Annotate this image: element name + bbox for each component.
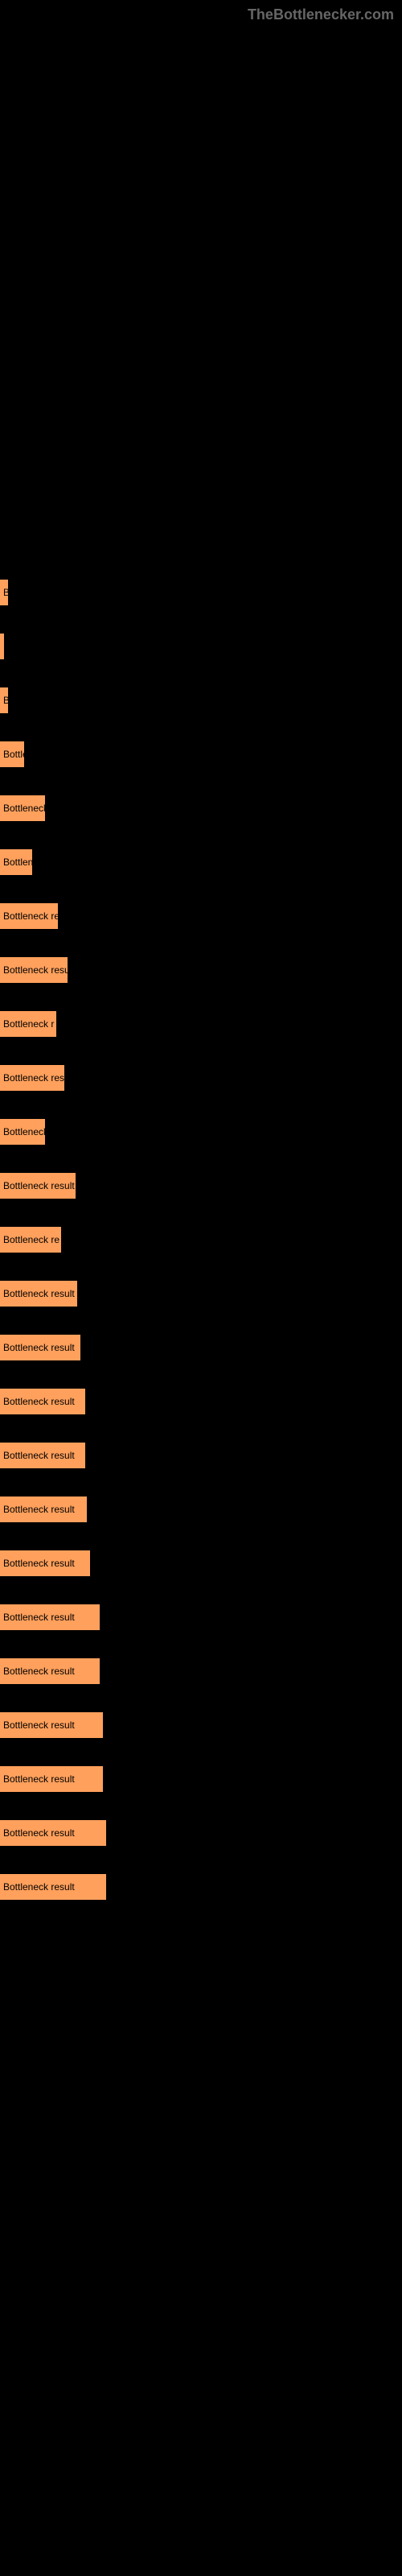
bar-label: Bottleneck resu	[3, 964, 68, 976]
bar-row: Bottleneck result	[0, 1874, 402, 1900]
bar-label: Bottle	[3, 749, 24, 760]
bar-row: B	[0, 687, 402, 713]
bar-label: Bottleneck result	[3, 1342, 75, 1353]
bar-row: Bottleneck result	[0, 1389, 402, 1414]
bar-label: Bottleneck	[3, 1126, 45, 1137]
bar-row: B	[0, 580, 402, 605]
bar: B	[0, 687, 8, 713]
bar: Bottleneck result	[0, 1389, 85, 1414]
bar-row	[0, 634, 402, 659]
bar-label: B	[3, 587, 8, 598]
bar-row: Bottleneck result	[0, 1604, 402, 1630]
bar: Bottleneck r	[0, 1011, 56, 1037]
bar-row: Bottleneck	[0, 1119, 402, 1145]
bar-label: Bottleneck result	[3, 1612, 75, 1623]
bar-row: Bottleneck result	[0, 1335, 402, 1360]
bar-label: Bottleneck r	[3, 1018, 54, 1030]
bar-row: Bottleneck result	[0, 1766, 402, 1792]
bar-row: Bottleneck resu	[0, 957, 402, 983]
bar-label: Bottleneck result	[3, 1881, 75, 1893]
bar: Bottleneck result	[0, 1281, 77, 1307]
bar-label: Bottleneck result	[3, 1450, 75, 1461]
bar: Bottleneck result	[0, 1604, 100, 1630]
bar-row: Bottleneck re	[0, 1227, 402, 1253]
bar: Bottleneck result	[0, 1443, 85, 1468]
bar-label: Bottlen	[3, 857, 32, 868]
bar: Bottleneck result	[0, 1335, 80, 1360]
bar-label: Bottleneck result	[3, 1666, 75, 1677]
bar-label: Bottleneck result	[3, 1558, 75, 1569]
bar-label: Bottleneck	[3, 803, 45, 814]
bar-label: Bottleneck result	[3, 1396, 75, 1407]
bar: Bottleneck result	[0, 1766, 103, 1792]
bar-label: Bottleneck result	[3, 1504, 75, 1515]
bar-row: Bottle	[0, 741, 402, 767]
bar-label: Bottleneck result	[3, 1719, 75, 1731]
bar-row: Bottlen	[0, 849, 402, 875]
bar: Bottleneck result	[0, 1712, 103, 1738]
bar-label: Bottleneck res	[3, 1072, 64, 1084]
bar: Bottlen	[0, 849, 32, 875]
bar-row: Bottleneck res	[0, 1065, 402, 1091]
bar-row: Bottleneck result	[0, 1712, 402, 1738]
bar-row: Bottleneck r	[0, 1011, 402, 1037]
bar-row: Bottleneck result	[0, 1281, 402, 1307]
bar-row: Bottleneck result	[0, 1820, 402, 1846]
bar-row: Bottleneck result	[0, 1550, 402, 1576]
bar: Bottleneck result	[0, 1874, 106, 1900]
bar: Bottleneck res	[0, 1065, 64, 1091]
bar: Bottleneck result	[0, 1658, 100, 1684]
bar: Bottleneck result	[0, 1496, 87, 1522]
bar: Bottleneck result	[0, 1550, 90, 1576]
bar: Bottleneck	[0, 1119, 45, 1145]
bar: Bottleneck result	[0, 1173, 76, 1199]
bar: Bottleneck result	[0, 1820, 106, 1846]
bar: B	[0, 580, 8, 605]
bar: Bottle	[0, 741, 24, 767]
bar: Bottleneck	[0, 795, 45, 821]
bar-row: Bottleneck result	[0, 1658, 402, 1684]
bar: Bottleneck re	[0, 903, 58, 929]
bar: Bottleneck re	[0, 1227, 61, 1253]
bar-label: B	[3, 695, 8, 706]
bar-row: Bottleneck result	[0, 1496, 402, 1522]
watermark-text: TheBottlenecker.com	[248, 6, 394, 23]
bar-label: Bottleneck result	[3, 1773, 75, 1785]
bar-label: Bottleneck result	[3, 1180, 75, 1191]
bar-row: Bottleneck result	[0, 1443, 402, 1468]
bar-label: Bottleneck re	[3, 910, 58, 922]
bar	[0, 634, 4, 659]
bar-label: Bottleneck re	[3, 1234, 59, 1245]
bar-row: Bottleneck result	[0, 1173, 402, 1199]
bar-label: Bottleneck result	[3, 1827, 75, 1839]
bar-row: Bottleneck re	[0, 903, 402, 929]
bar-row: Bottleneck	[0, 795, 402, 821]
bar-chart: B B Bottle Bottleneck Bottlen Bottleneck re Bo…	[0, 0, 402, 1900]
bar: Bottleneck resu	[0, 957, 68, 983]
bar-label: Bottleneck result	[3, 1288, 75, 1299]
